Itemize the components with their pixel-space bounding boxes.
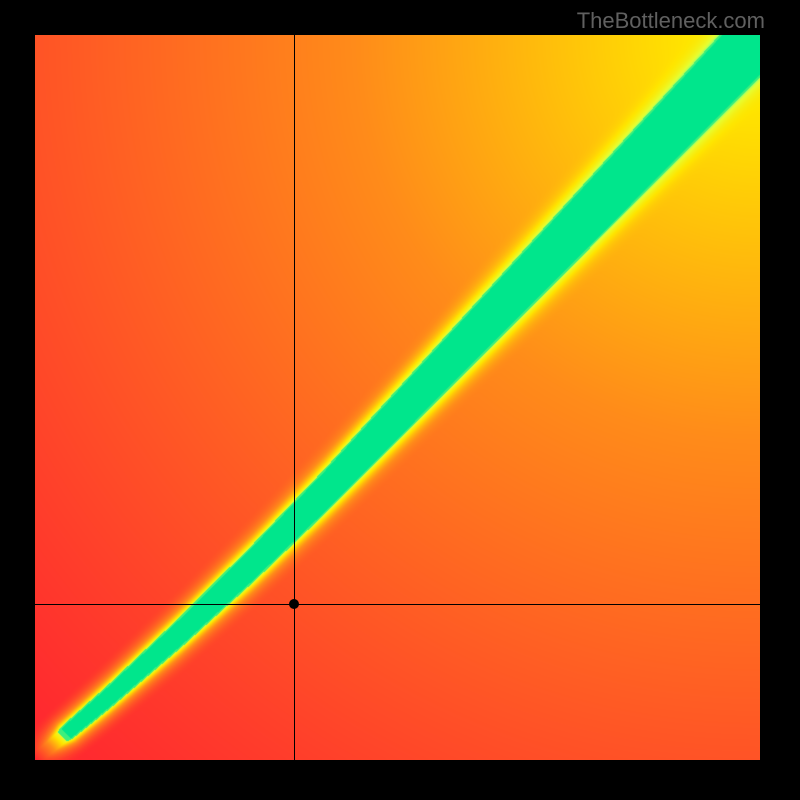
crosshair-point [289,599,299,609]
crosshair-horizontal [35,604,760,605]
watermark-text: TheBottleneck.com [577,8,765,34]
heatmap-canvas [35,35,760,760]
plot-area [35,35,760,760]
chart-container: TheBottleneck.com [0,0,800,800]
crosshair-vertical [294,35,295,760]
